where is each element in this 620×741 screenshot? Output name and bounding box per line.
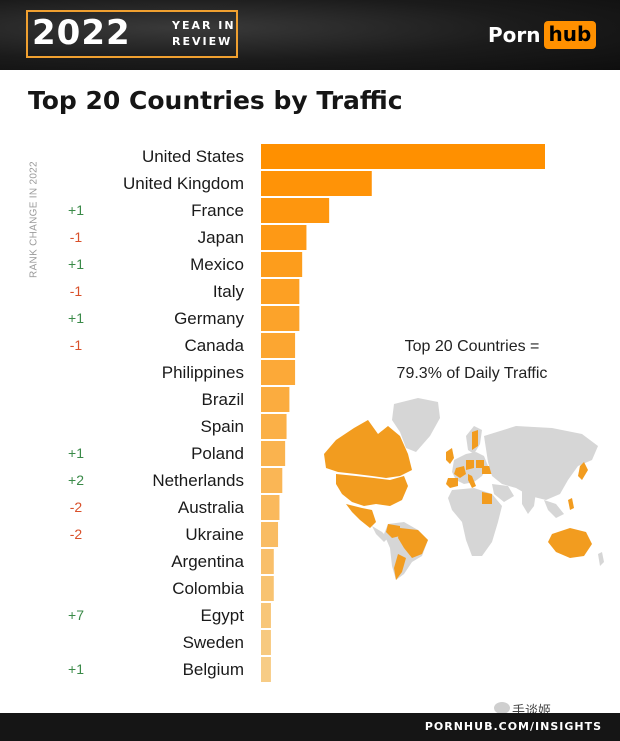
rank-change-label: +1 — [68, 661, 84, 677]
rank-change-label: +1 — [68, 256, 84, 272]
map-india — [522, 490, 536, 514]
traffic-note-line1: Top 20 Countries = — [404, 338, 540, 355]
map-france — [454, 466, 466, 478]
map-greenland — [392, 398, 440, 452]
map-sweden — [472, 430, 478, 450]
map-africa — [448, 488, 502, 556]
year-text: 2022 — [32, 13, 131, 53]
rank-change-label: +1 — [68, 202, 84, 218]
country-label: United States — [142, 147, 244, 166]
bar-ukraine — [261, 522, 279, 547]
year-in-review-line2: REVIEW — [172, 35, 233, 48]
country-label: Spain — [201, 417, 244, 436]
country-label: United Kingdom — [123, 174, 244, 193]
rank-change-label: +7 — [68, 607, 84, 623]
map-se-asia — [544, 500, 564, 518]
bar-mexico — [261, 252, 303, 277]
bar-brazil — [261, 387, 290, 412]
country-label: Argentina — [171, 552, 244, 571]
map-argentina — [394, 554, 406, 580]
country-label: Netherlands — [152, 471, 244, 490]
map-colombia — [386, 524, 400, 538]
year-badge — [26, 10, 238, 58]
map-brazil — [398, 528, 428, 558]
world-map-icon — [324, 398, 604, 580]
map-australia — [548, 528, 592, 558]
rank-change-label: -1 — [70, 283, 83, 299]
rank-change-label: -2 — [70, 526, 83, 542]
map-middle-east — [492, 484, 514, 502]
map-italy — [468, 474, 476, 488]
map-usa — [336, 474, 408, 506]
bar-colombia — [261, 576, 274, 601]
bar-argentina — [261, 549, 274, 574]
map-mexico — [346, 504, 376, 528]
country-label: Sweden — [183, 633, 244, 652]
brand-logo: Porn hub — [488, 20, 597, 50]
map-germany — [466, 460, 474, 470]
year-in-review-label: YEAR IN REVIEW — [172, 18, 236, 50]
rank-change-label: +2 — [68, 472, 84, 488]
year-in-review-line1: YEAR IN — [172, 19, 236, 32]
country-label: Mexico — [190, 255, 244, 274]
rank-change-label: -2 — [70, 499, 83, 515]
country-label: Colombia — [172, 579, 244, 598]
brand-logo-part1: Porn — [488, 23, 541, 47]
traffic-note-line2: 79.3% of Daily Traffic — [396, 365, 548, 382]
country-label: France — [191, 201, 244, 220]
bar-poland — [261, 441, 286, 466]
map-egypt — [482, 492, 492, 504]
bar-netherlands — [261, 468, 283, 493]
map-philippines — [568, 498, 574, 510]
bar-egypt — [261, 603, 271, 628]
country-label: Germany — [174, 309, 244, 328]
footer-url: PORNHUB.COM/INSIGHTS — [424, 720, 602, 733]
bar-sweden — [261, 630, 271, 655]
rank-change-label: -1 — [70, 229, 83, 245]
brand-logo-part2: hub — [543, 21, 597, 49]
country-label: Philippines — [162, 363, 244, 382]
map-central-america — [372, 526, 388, 542]
country-label: Egypt — [201, 606, 245, 625]
map-japan — [578, 462, 588, 480]
map-asia — [484, 426, 598, 500]
bar-australia — [261, 495, 280, 520]
bar-canada — [261, 333, 296, 358]
footer-bar: PORNHUB.COM/INSIGHTS — [0, 713, 620, 741]
bar-italy — [261, 279, 300, 304]
chart-title: Top 20 Countries by Traffic — [28, 86, 403, 115]
rank-change-label: +1 — [68, 445, 84, 461]
country-label: Poland — [191, 444, 244, 463]
header-banner: 2022 YEAR IN REVIEW Porn hub — [0, 0, 620, 70]
bar-philippines — [261, 360, 296, 385]
country-label: Italy — [213, 282, 245, 301]
country-label: Belgium — [183, 660, 244, 679]
bar-united-states — [261, 144, 545, 169]
bar-belgium — [261, 657, 271, 682]
country-label: Ukraine — [185, 525, 244, 544]
bar-japan — [261, 225, 307, 250]
bar-united-kingdom — [261, 171, 372, 196]
rank-change-label: -1 — [70, 337, 83, 353]
country-label: Japan — [198, 228, 244, 247]
watermark-icon — [494, 702, 510, 714]
country-label: Brazil — [201, 390, 244, 409]
bar-spain — [261, 414, 287, 439]
map-spain — [446, 478, 458, 488]
rank-change-label: +1 — [68, 310, 84, 326]
country-label: Canada — [184, 336, 244, 355]
map-canada — [324, 420, 412, 478]
map-uk — [446, 448, 454, 464]
country-label: Australia — [178, 498, 245, 517]
map-new-zealand — [598, 552, 604, 566]
bar-france — [261, 198, 330, 223]
bar-germany — [261, 306, 300, 331]
